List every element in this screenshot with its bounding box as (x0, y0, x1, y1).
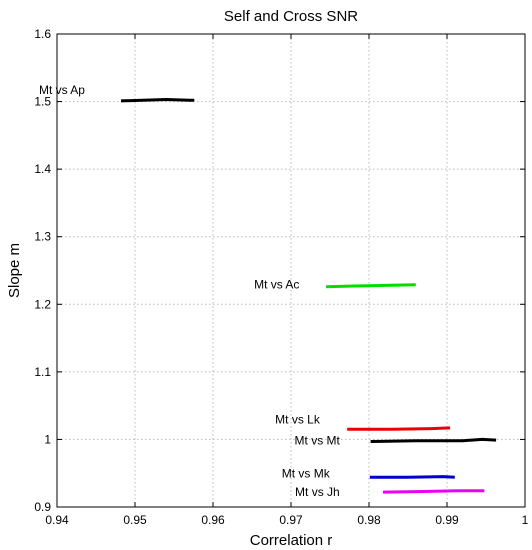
y-axis-ticks: 0.9 1 1.1 1.2 1.3 1.4 1.5 1.6 (34, 27, 525, 514)
y-tick-label: 1 (44, 432, 51, 446)
x-tick-label: 0.99 (435, 513, 459, 527)
chart-title: Self and Cross SNR (224, 8, 358, 25)
y-tick-label: 1.4 (34, 162, 51, 176)
series-line (382, 489, 485, 494)
x-tick-label: 0.95 (123, 513, 147, 527)
y-tick-label: 1.3 (34, 230, 51, 244)
series-label: Mt vs Ap (39, 83, 85, 97)
y-tick-label: 1.1 (34, 365, 51, 379)
series-layer (120, 98, 497, 494)
series-line (370, 437, 497, 443)
x-tick-label: 0.98 (357, 513, 381, 527)
x-tick-label: 1 (522, 513, 529, 527)
y-tick-label: 1.6 (34, 27, 51, 41)
y-axis-label: Slope m (6, 243, 23, 298)
series-label: Mt vs Ac (254, 278, 299, 292)
y-tick-label: 1.2 (34, 297, 51, 311)
series-line (326, 283, 416, 289)
plot-frame (56, 33, 526, 508)
x-tick-label: 0.94 (45, 513, 69, 527)
series-label: Mt vs Jh (295, 485, 340, 499)
x-axis-label: Correlation r (250, 532, 333, 549)
x-axis-ticks: 0.94 0.95 0.96 0.97 0.98 0.99 1 (45, 34, 529, 527)
series-line (369, 475, 455, 479)
series-label: Mt vs Mt (295, 433, 341, 447)
x-tick-label: 0.97 (279, 513, 303, 527)
series-line (120, 98, 195, 103)
series-labels: Mt vs Ap Mt vs Ac Mt vs Lk Mt vs Mt Mt vs Mk… (39, 83, 341, 499)
series-line (347, 426, 451, 431)
series-label: Mt vs Lk (275, 412, 321, 426)
x-tick-label: 0.96 (201, 513, 225, 527)
y-tick-label: 0.9 (34, 500, 51, 514)
grid (57, 34, 525, 507)
series-label: Mt vs Mk (282, 466, 331, 480)
y-tick-label: 1.5 (34, 95, 51, 109)
